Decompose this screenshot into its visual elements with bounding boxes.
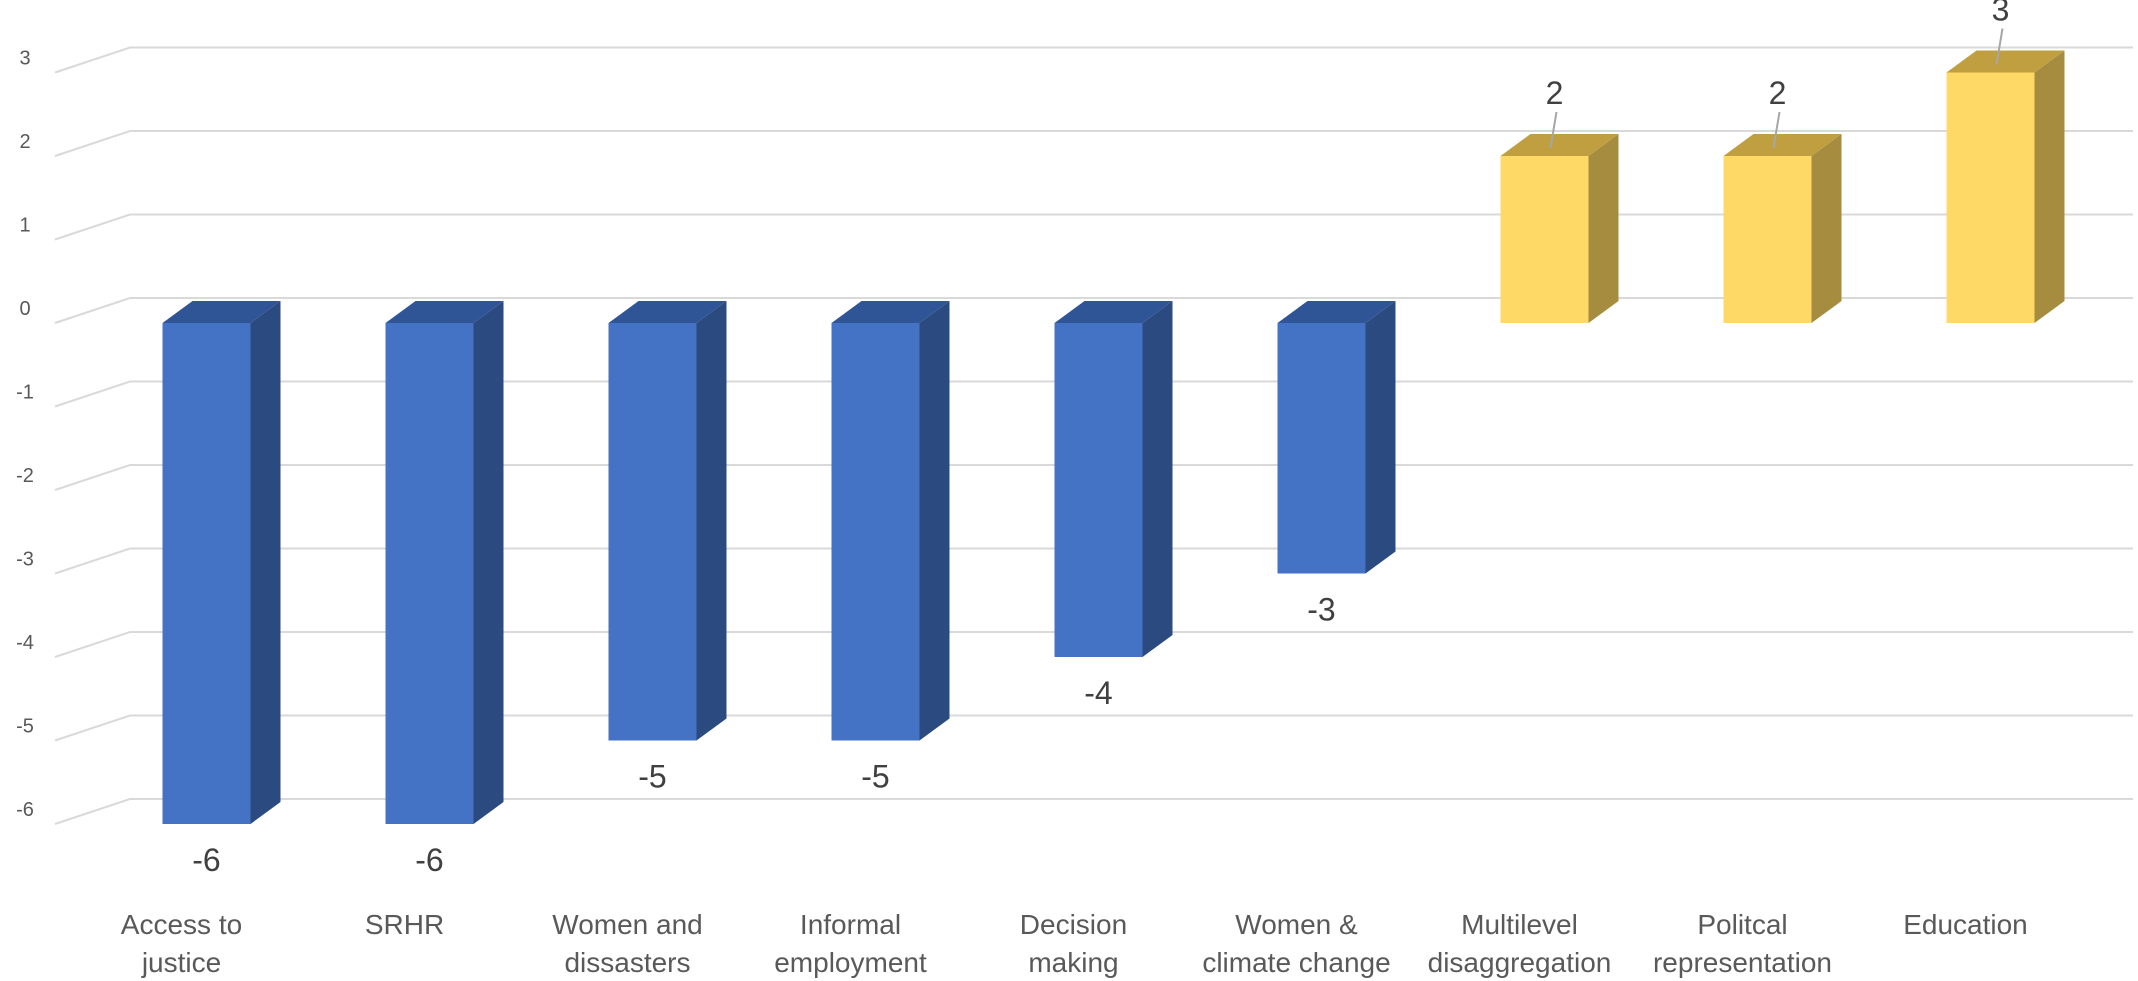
y-tick-label: 0 (19, 298, 30, 320)
gridline (54, 297, 2133, 324)
bar-front (1946, 72, 2035, 323)
y-axis-ticks: 3 2 1 0 -1 -2 -3 -4 -5 -6 (16, 48, 34, 822)
gridline (54, 130, 2133, 157)
bar (1500, 134, 1619, 323)
data-label: 3 (1992, 0, 2010, 28)
bar-top (1723, 134, 1842, 156)
bar-side (1811, 134, 1842, 323)
bar-front (831, 323, 920, 741)
category-label: Multilevel disaggregation (1428, 909, 1612, 978)
gridline (54, 631, 2133, 658)
y-tick-label: -2 (16, 465, 34, 487)
bar-side (2034, 50, 2065, 323)
gridline (54, 46, 2133, 74)
bar-side (919, 301, 950, 741)
bar (1946, 50, 2065, 323)
bar (608, 301, 727, 741)
bar (831, 301, 950, 741)
bar (385, 301, 504, 824)
bar-top (831, 301, 950, 323)
category-label: Decision making (1020, 909, 1127, 978)
bar-side (250, 301, 281, 824)
bar-side (473, 301, 504, 824)
leader-line (1772, 111, 1781, 149)
bar-front (608, 323, 697, 741)
bar-front (1054, 323, 1143, 657)
leader-line (1995, 28, 2004, 65)
data-labels: -6 -6 -5 -5 -4 -3 2 2 3 (192, 0, 2009, 878)
data-label: 2 (1546, 75, 1564, 111)
y-tick-label: 2 (19, 131, 30, 153)
gridline (54, 798, 2133, 825)
bar (1277, 301, 1396, 574)
bar-top (1054, 301, 1173, 323)
data-label: 2 (1769, 75, 1787, 111)
bar (162, 301, 281, 824)
y-tick-label: -1 (16, 382, 34, 404)
y-tick-label: 3 (19, 48, 30, 70)
bar (1723, 134, 1842, 323)
category-label: Education (1903, 909, 2028, 940)
category-labels: Access to justice SRHR Women and dissasters I… (121, 909, 2028, 978)
data-label: -3 (1307, 592, 1335, 628)
data-label: -6 (192, 842, 220, 878)
category-label: Women & climate change (1202, 909, 1390, 978)
bar-side (1365, 301, 1396, 574)
data-label: -6 (415, 842, 443, 878)
y-tick-label: -5 (16, 716, 34, 738)
bar-front (1723, 156, 1812, 323)
y-tick-label: -3 (16, 549, 34, 571)
gridline (54, 464, 2133, 491)
bar-top (1500, 134, 1619, 156)
bar-top (1946, 50, 2065, 73)
data-label: -4 (1084, 675, 1112, 711)
bar-front (1500, 156, 1589, 323)
gridline (54, 547, 2133, 575)
bar-top (608, 301, 727, 323)
bar-front (162, 323, 251, 824)
bar-top (385, 301, 504, 323)
category-label: Informal employment (774, 909, 927, 978)
bar-top (1277, 301, 1396, 323)
gridline (54, 213, 2133, 241)
gridline (54, 714, 2133, 742)
data-label: -5 (638, 759, 666, 795)
category-label: Politcal representation (1653, 909, 1832, 978)
category-label: SRHR (365, 909, 444, 940)
category-label: Women and dissasters (552, 909, 702, 978)
bar-side (696, 301, 727, 741)
bar-front (1277, 323, 1366, 574)
gridline (54, 380, 2133, 408)
bars (162, 50, 2065, 824)
y-tick-label: 1 (19, 215, 30, 237)
gridlines (54, 46, 2133, 825)
y-tick-label: -6 (16, 799, 34, 821)
category-label: Access to justice (121, 909, 242, 978)
data-label: -5 (861, 759, 889, 795)
bar-side (1142, 301, 1173, 657)
bar-top (162, 301, 281, 323)
leader-line (1549, 111, 1558, 149)
bar-front (385, 323, 474, 824)
bar-side (1588, 134, 1619, 323)
bar (1054, 301, 1173, 657)
y-tick-label: -4 (16, 632, 34, 654)
